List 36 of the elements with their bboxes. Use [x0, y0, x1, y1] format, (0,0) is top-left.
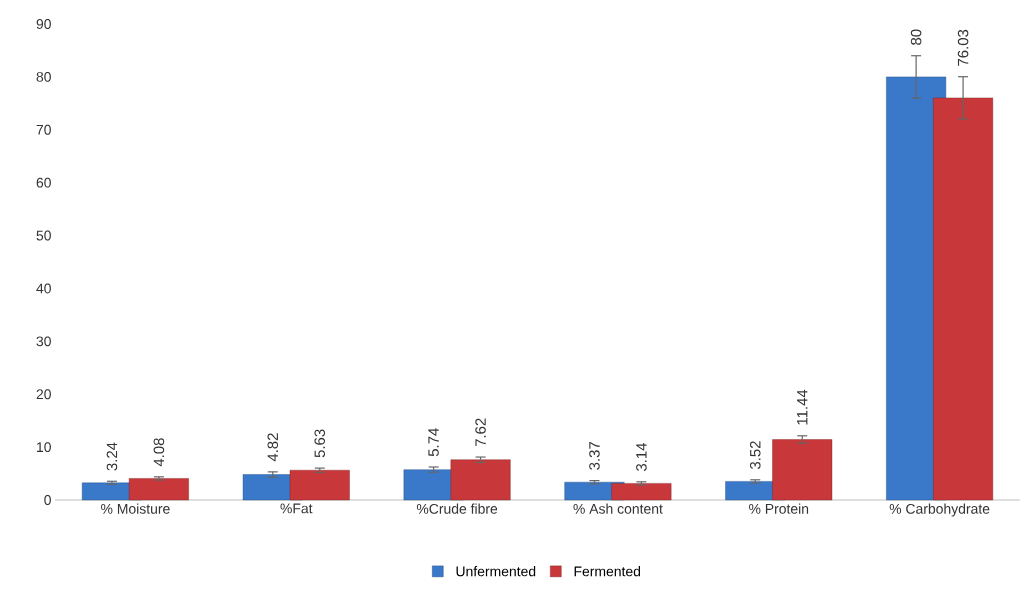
- y-tick-label: 50: [36, 230, 51, 241]
- y-tick-label: 40: [36, 283, 51, 294]
- data-label: 7.62: [475, 418, 486, 447]
- data-label: 5.74: [428, 428, 439, 457]
- bar: [289, 470, 350, 501]
- data-label: 11.44: [797, 389, 808, 425]
- x-tick-label: % Moisture: [101, 503, 170, 514]
- bar: [450, 459, 511, 501]
- y-tick-label: 10: [37, 442, 51, 453]
- data-label: 4.08: [153, 438, 165, 467]
- y-tick-label: 20: [36, 389, 51, 400]
- bar: [772, 439, 833, 501]
- x-tick-label: % Ash content: [573, 503, 663, 514]
- bar: [128, 478, 189, 501]
- y-tick-label: 80: [36, 71, 51, 82]
- legend-label: Unfermented: [456, 566, 536, 577]
- y-tick-label: 0: [44, 495, 51, 505]
- y-tick-label: 30: [36, 336, 51, 347]
- y-tick-label: 90: [36, 19, 51, 29]
- data-label: 3.37: [589, 442, 600, 470]
- bar: [933, 97, 994, 501]
- x-tick-label: %Fat: [280, 503, 313, 514]
- y-tick-label: 70: [36, 124, 51, 135]
- data-label: 3.14: [636, 442, 647, 472]
- data-label: 80: [910, 29, 922, 45]
- data-label: 3.52: [749, 441, 761, 470]
- x-tick-label: %Crude fibre: [416, 503, 498, 514]
- bar: [611, 483, 672, 501]
- data-label: 4.82: [267, 433, 279, 462]
- x-tick-label: % Protein: [749, 503, 809, 514]
- legend-label: Fermented: [574, 566, 641, 577]
- data-label: 76.03: [957, 29, 969, 66]
- y-tick-label: 60: [36, 177, 51, 188]
- x-tick-label: % Carbohydrate: [889, 503, 990, 517]
- data-label: 5.63: [314, 429, 326, 458]
- data-label: 3.24: [106, 442, 118, 471]
